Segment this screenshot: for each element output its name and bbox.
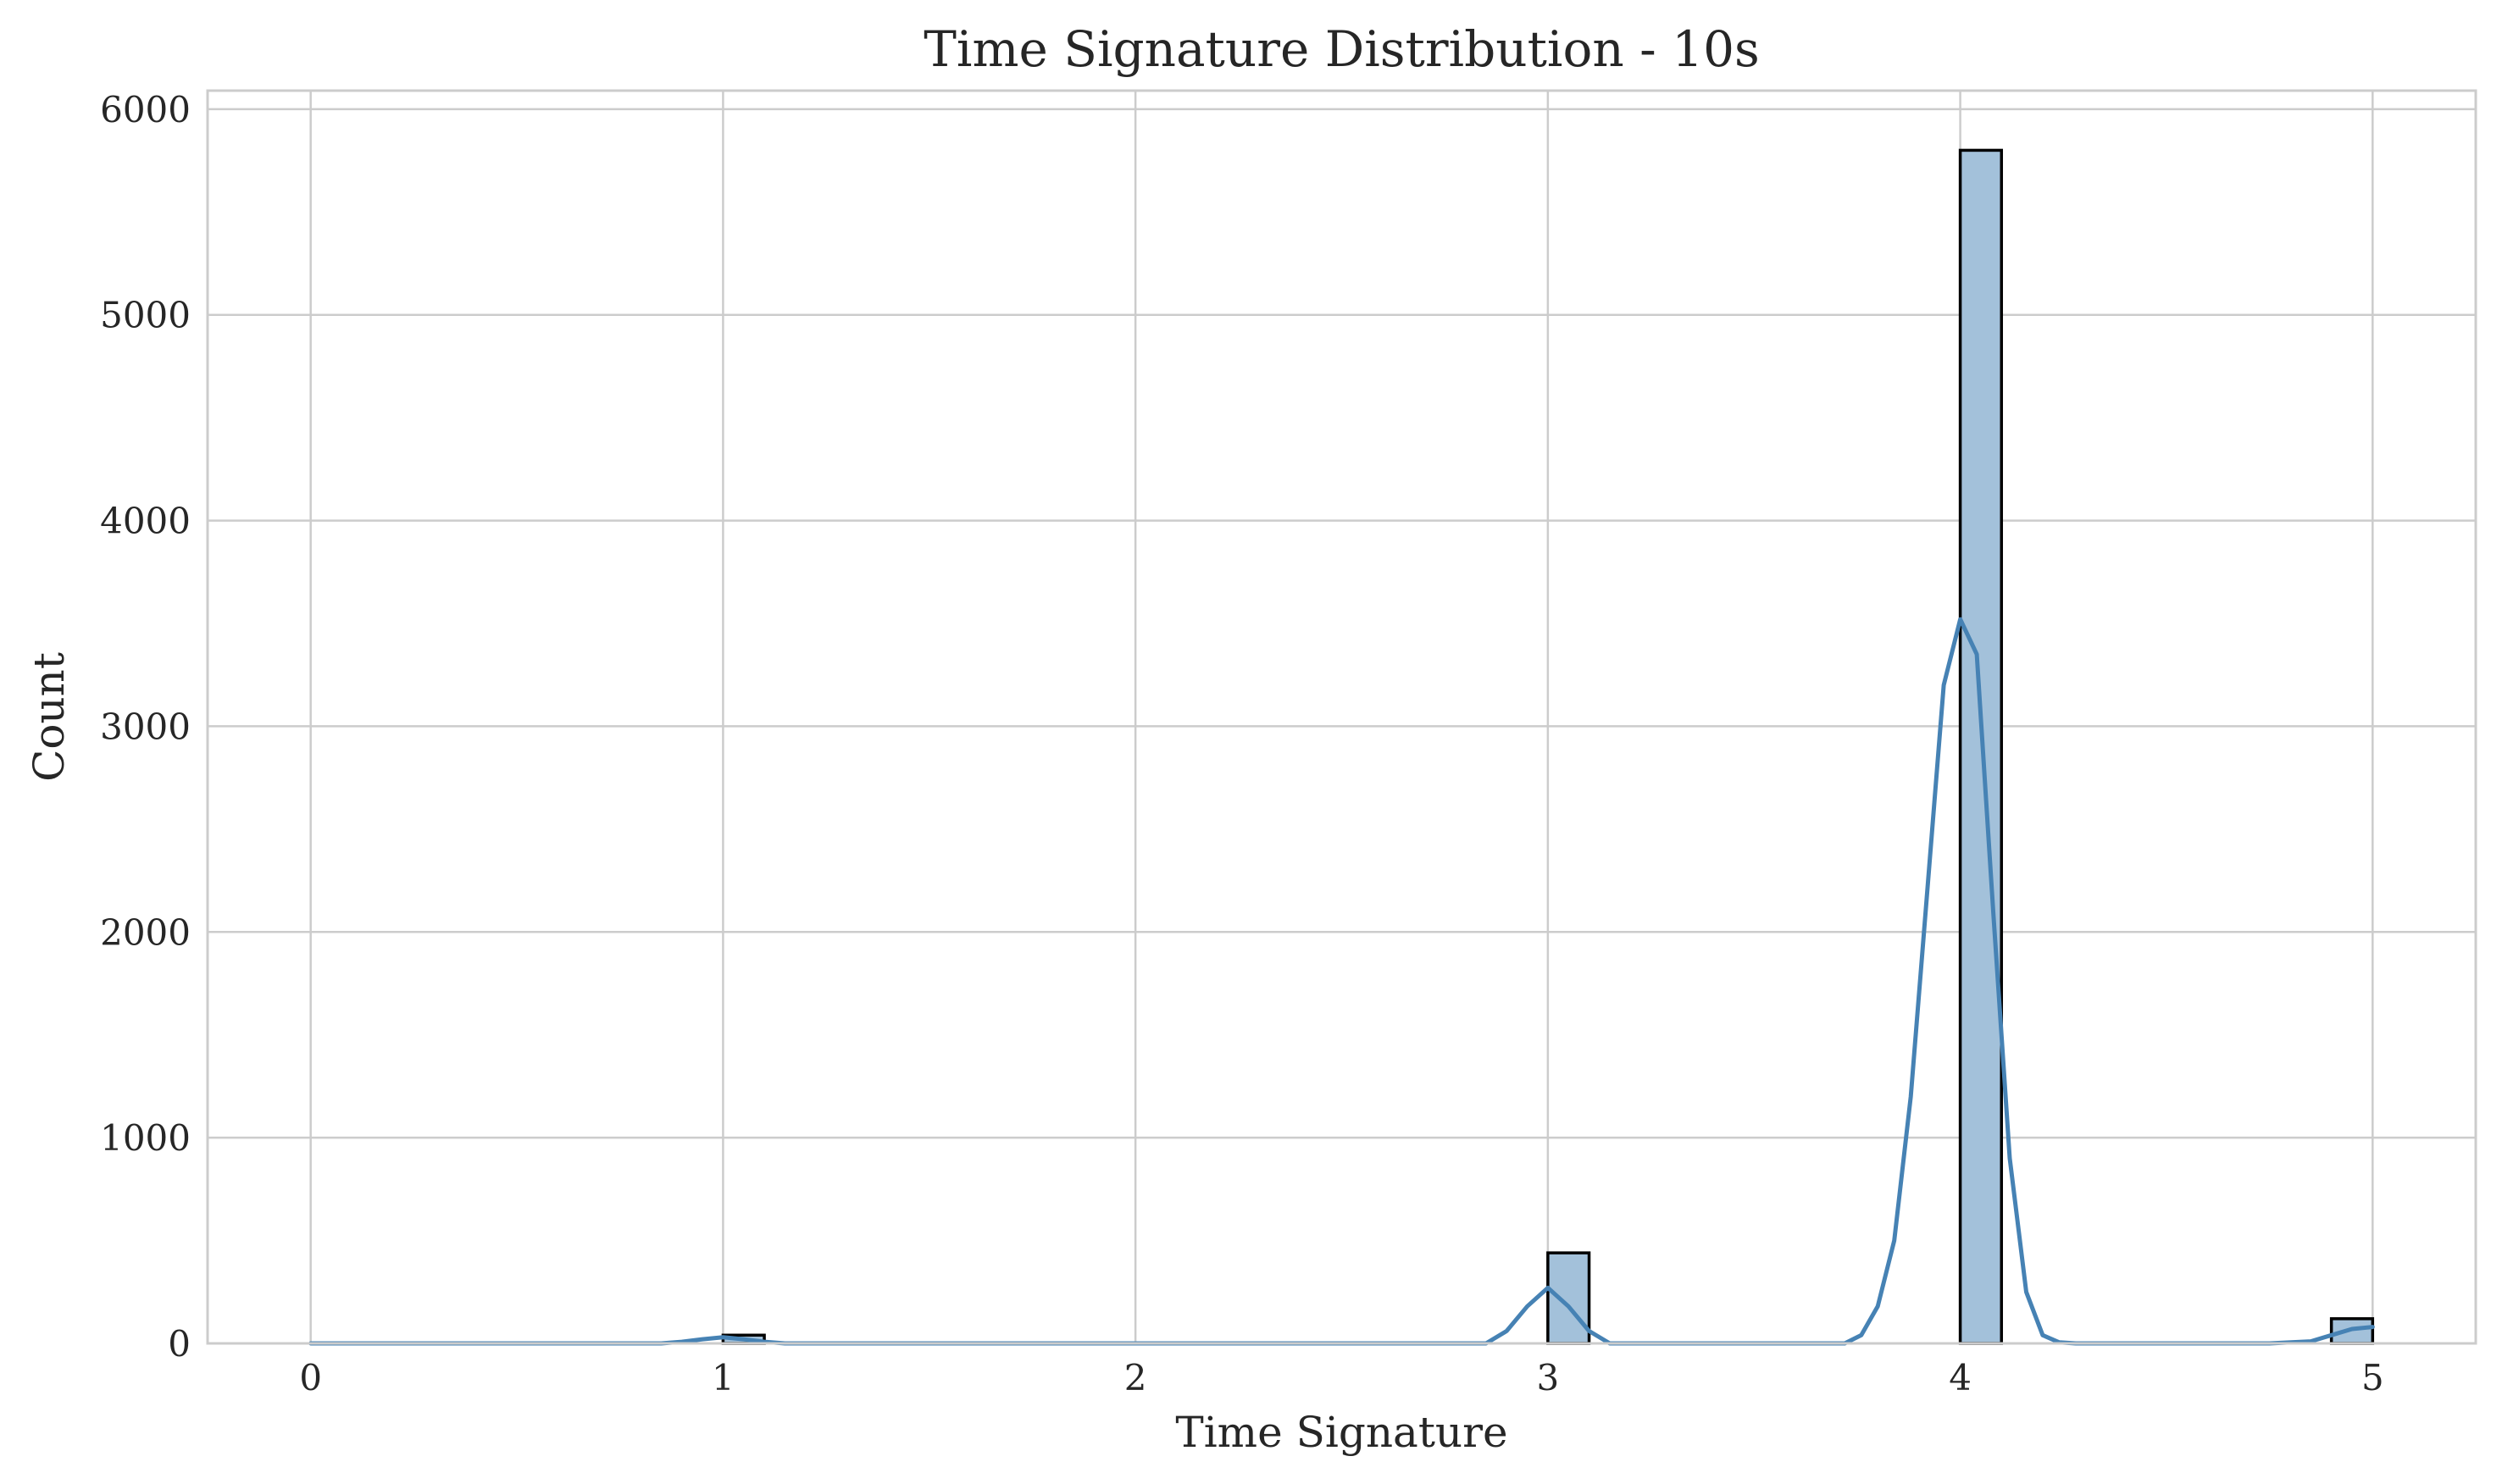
y-axis-label: Count bbox=[25, 652, 74, 782]
grid-layer bbox=[208, 91, 2476, 1345]
x-axis-label: Time Signature bbox=[1175, 1408, 1507, 1457]
y-tick-label: 1000 bbox=[100, 1117, 191, 1159]
y-tick-label: 0 bbox=[168, 1323, 191, 1365]
kde-line bbox=[308, 617, 2375, 1346]
x-tick-label: 2 bbox=[1124, 1357, 1147, 1398]
y-tick-label: 3000 bbox=[100, 706, 191, 747]
y-tick-label: 4000 bbox=[100, 501, 191, 542]
tick-label-layer: 0 1 2 3 4 5 0 1000 2000 3000 4000 5000 6000 bbox=[100, 89, 2384, 1398]
chart-title: Time Signature Distribution - 10s bbox=[924, 20, 1760, 78]
kde-layer bbox=[308, 617, 2375, 1346]
x-tick-label: 1 bbox=[712, 1357, 735, 1398]
x-tick-label: 3 bbox=[1536, 1357, 1559, 1398]
x-tick-label: 5 bbox=[2361, 1357, 2384, 1398]
x-tick-label: 0 bbox=[299, 1357, 322, 1398]
plot-frame bbox=[206, 89, 2477, 1345]
x-tick-label: 4 bbox=[1949, 1357, 1972, 1398]
histogram-bar bbox=[1546, 1251, 1591, 1345]
y-tick-label: 6000 bbox=[100, 89, 191, 130]
y-tick-label: 5000 bbox=[100, 295, 191, 336]
y-tick-label: 2000 bbox=[100, 911, 191, 953]
